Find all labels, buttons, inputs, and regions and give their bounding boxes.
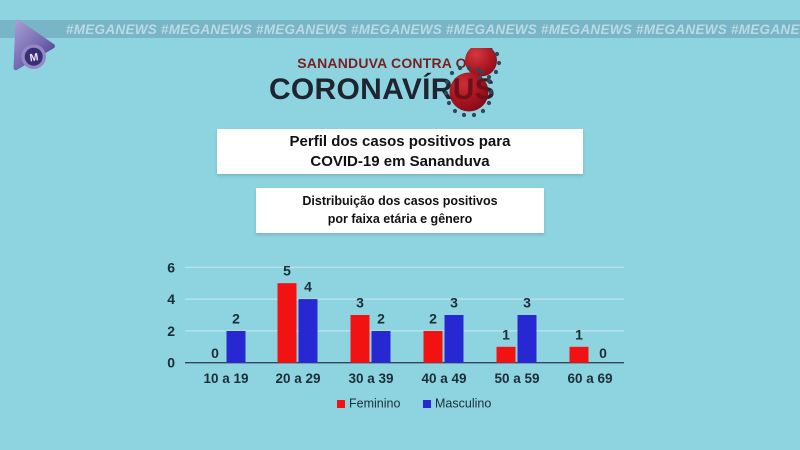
svg-text:2: 2 — [232, 311, 240, 327]
svg-text:0: 0 — [599, 345, 607, 361]
svg-text:60 a 69: 60 a 69 — [567, 371, 612, 386]
svg-text:3: 3 — [523, 295, 531, 311]
svg-text:Masculino: Masculino — [435, 397, 491, 411]
svg-text:0: 0 — [211, 345, 219, 361]
svg-text:4: 4 — [167, 291, 175, 307]
svg-text:3: 3 — [356, 295, 364, 311]
svg-text:2: 2 — [429, 311, 437, 327]
svg-text:40 a 49: 40 a 49 — [421, 371, 466, 386]
svg-text:2: 2 — [377, 311, 385, 327]
svg-text:10 a 19: 10 a 19 — [203, 371, 248, 386]
svg-text:5: 5 — [283, 263, 291, 279]
svg-text:Feminino: Feminino — [349, 397, 400, 411]
svg-text:3: 3 — [450, 295, 458, 311]
svg-text:2: 2 — [167, 323, 175, 339]
svg-text:1: 1 — [575, 326, 583, 342]
svg-text:20 a 29: 20 a 29 — [275, 371, 320, 386]
svg-text:30 a 39: 30 a 39 — [348, 371, 393, 386]
svg-text:1: 1 — [502, 326, 510, 342]
svg-text:4: 4 — [304, 279, 312, 295]
svg-text:0: 0 — [167, 355, 175, 371]
svg-text:6: 6 — [167, 259, 175, 275]
svg-text:50 a 59: 50 a 59 — [494, 371, 539, 386]
